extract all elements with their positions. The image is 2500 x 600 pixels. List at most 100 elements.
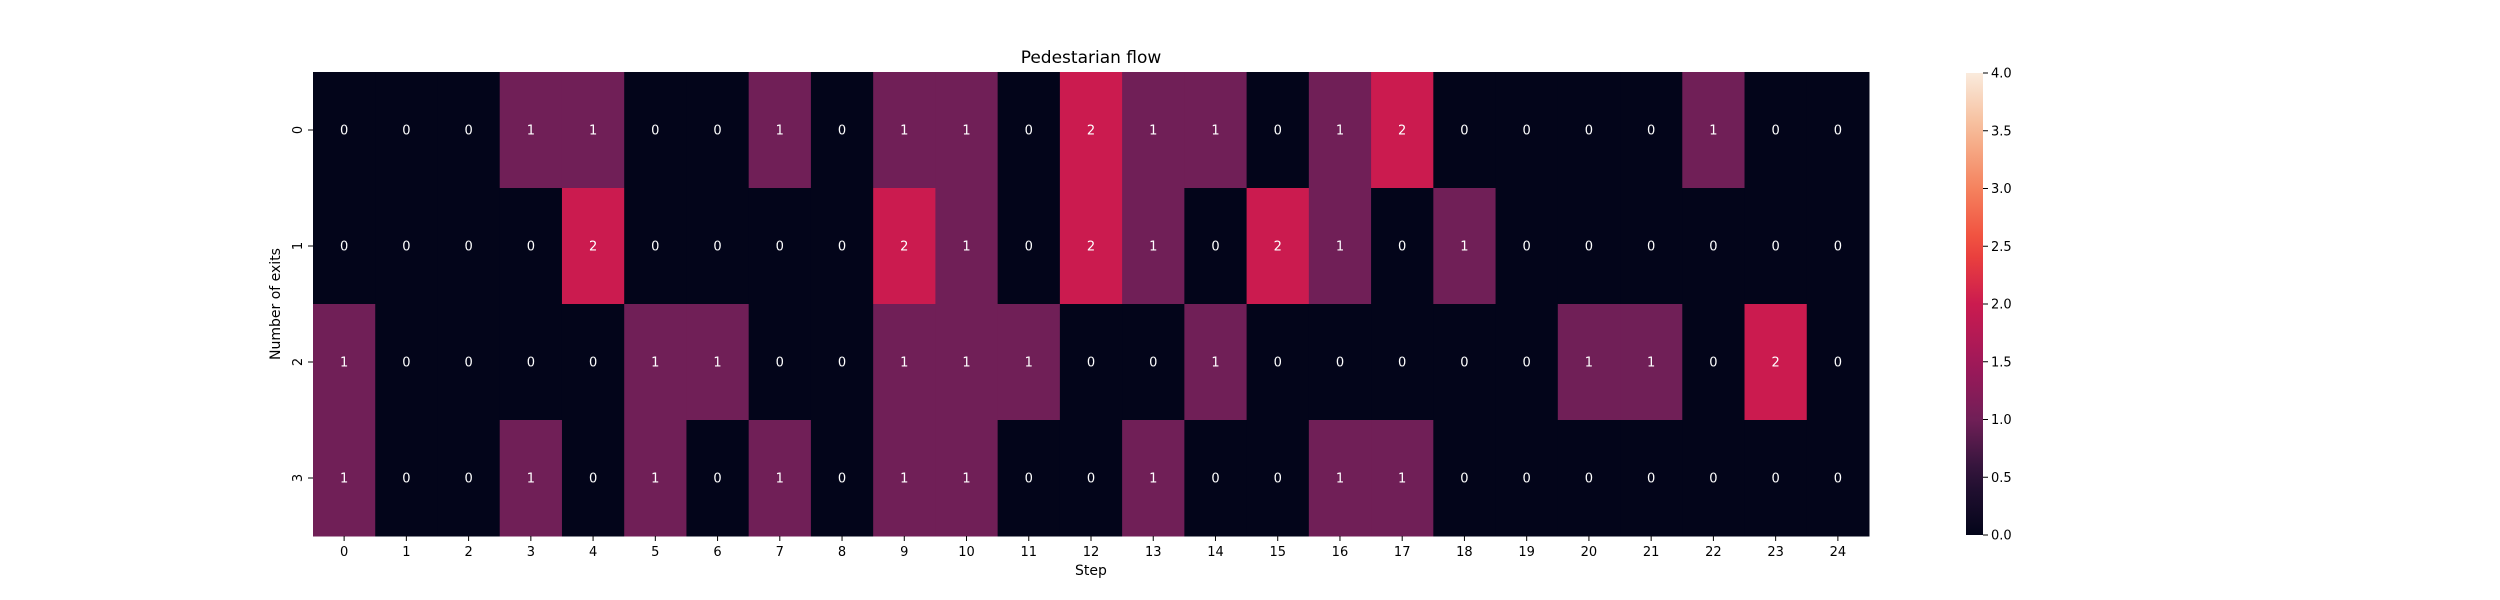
cell-value-label: 0 (1149, 356, 1157, 371)
cell-value-label: 1 (340, 472, 348, 487)
heatmap-cell (810, 188, 874, 305)
cell-value-label: 1 (962, 472, 970, 487)
heatmap-cell (1246, 72, 1310, 189)
cell-value-label: 1 (962, 240, 970, 255)
heatmap-cell (997, 304, 1061, 421)
heatmap-cell (1495, 188, 1559, 305)
heatmap-cell (935, 188, 999, 305)
cell-value-label: 1 (962, 356, 970, 371)
heatmap-cell (1059, 420, 1123, 537)
cell-value-label: 0 (838, 356, 846, 371)
heatmap-cell (1744, 304, 1808, 421)
cell-value-label: 1 (1647, 356, 1655, 371)
colorbar-tick-label: 2.0 (1991, 298, 2012, 313)
cell-value-label: 0 (651, 124, 659, 139)
cell-value-label: 0 (1274, 356, 1282, 371)
cell-value-label: 1 (340, 356, 348, 371)
heatmap-cell (437, 72, 501, 189)
heatmap-cell (375, 188, 438, 305)
heatmap-cell (499, 72, 563, 189)
heatmap-cell (1744, 72, 1808, 189)
heatmap-cell (873, 188, 936, 305)
heatmap-cell (375, 420, 438, 537)
heatmap-cell (1620, 188, 1683, 305)
heatmap-cell (686, 420, 750, 537)
heatmap-cell (686, 188, 750, 305)
x-tick-label: 13 (1145, 545, 1162, 560)
heatmap-cell (1433, 188, 1497, 305)
cell-value-label: 0 (1087, 356, 1095, 371)
cell-value-label: 0 (1585, 124, 1593, 139)
y-tick-label: 0 (291, 126, 306, 134)
cell-value-label: 0 (464, 472, 472, 487)
heatmap-cell (1620, 304, 1683, 421)
cell-value-label: 0 (1771, 124, 1779, 139)
heatmap-cell (1371, 72, 1434, 189)
heatmap-cell (1806, 420, 1870, 537)
cell-value-label: 0 (1585, 472, 1593, 487)
cell-value-label: 2 (589, 240, 597, 255)
cell-value-label: 0 (713, 472, 721, 487)
x-tick-label: 2 (464, 545, 472, 560)
heatmap-cells (313, 72, 1870, 537)
cell-value-label: 0 (1460, 356, 1468, 371)
heatmap-cell (1682, 304, 1746, 421)
cell-value-label: 0 (651, 240, 659, 255)
cell-value-label: 2 (1087, 240, 1095, 255)
cell-value-label: 0 (838, 472, 846, 487)
heatmap-cell (1620, 72, 1683, 189)
heatmap-cell (1122, 304, 1185, 421)
x-tick-label: 16 (1332, 545, 1349, 560)
cell-value-label: 0 (1523, 356, 1531, 371)
y-axis-label: Number of exits (268, 248, 284, 360)
cell-value-label: 0 (402, 240, 410, 255)
cell-value-label: 1 (1211, 124, 1219, 139)
heatmap-cell (1246, 304, 1310, 421)
heatmap-cell (1059, 304, 1123, 421)
cell-value-label: 0 (1523, 240, 1531, 255)
cell-value-label: 1 (900, 356, 908, 371)
x-tick-label: 9 (900, 545, 908, 560)
cell-value-label: 0 (776, 240, 784, 255)
colorbar-tick-label: 3.0 (1991, 182, 2012, 197)
heatmap-cell-labels: 0 0 0 1 1 0 0 1 0 1 1 0 2 1 1 0 1 2 0 0 0 0 1 0 0 0 0 0 0 2 0 0 0 0 2 1 0 2 1 0… (340, 124, 1842, 487)
heatmap-cell (1433, 72, 1497, 189)
heatmap-cell (1557, 304, 1621, 421)
colorbar-tick-label: 1.5 (1991, 355, 2012, 370)
heatmap-cell (1495, 420, 1559, 537)
heatmap-cell (624, 420, 687, 537)
heatmap-cell (1184, 188, 1248, 305)
heatmap-cell (561, 72, 625, 189)
heatmap-cell (935, 304, 999, 421)
cell-value-label: 2 (1398, 124, 1406, 139)
cell-value-label: 2 (1771, 356, 1779, 371)
x-tick-label: 10 (958, 545, 975, 560)
heatmap-cell (873, 304, 936, 421)
heatmap-cell (810, 304, 874, 421)
heatmap-cell (1433, 420, 1497, 537)
heatmap-cell (935, 420, 999, 537)
cell-value-label: 1 (1460, 240, 1468, 255)
heatmap-cell (437, 188, 501, 305)
cell-value-label: 0 (1834, 472, 1842, 487)
cell-value-label: 1 (1336, 124, 1344, 139)
x-tick-label: 4 (589, 545, 597, 560)
heatmap-cell (1744, 188, 1808, 305)
cell-value-label: 0 (1771, 240, 1779, 255)
cell-value-label: 1 (1149, 240, 1157, 255)
cell-value-label: 0 (589, 356, 597, 371)
x-tick-label: 23 (1767, 545, 1784, 560)
heatmap-cell (437, 304, 501, 421)
cell-value-label: 0 (1523, 124, 1531, 139)
cell-value-label: 0 (838, 124, 846, 139)
cell-value-label: 2 (1087, 124, 1095, 139)
cell-value-label: 1 (962, 124, 970, 139)
heatmap-cell (1246, 188, 1310, 305)
cell-value-label: 0 (340, 124, 348, 139)
heatmap-cell (375, 72, 438, 189)
x-tick-label: 18 (1456, 545, 1473, 560)
heatmap-cell (1308, 72, 1372, 189)
cell-value-label: 0 (1709, 356, 1717, 371)
heatmap-cell (1371, 420, 1434, 537)
